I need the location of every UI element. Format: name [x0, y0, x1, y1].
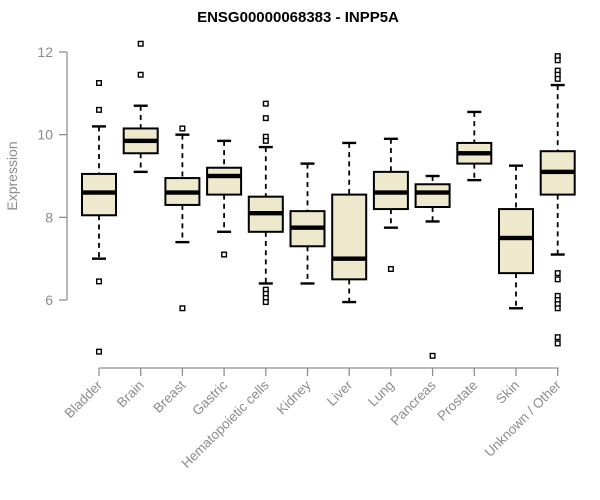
median-line — [457, 151, 492, 156]
chart-title: ENSG00000068383 - INPP5A — [197, 9, 399, 26]
x-category-label: Breast — [150, 377, 188, 415]
boxplot-liver — [331, 141, 368, 304]
boxplot-prostate — [456, 110, 493, 182]
outlier-point — [429, 352, 436, 359]
outlier-point — [554, 334, 561, 341]
iqr-box — [331, 193, 368, 281]
boxplot-skin — [498, 164, 534, 310]
median-line — [290, 225, 325, 230]
boxplot-lung — [372, 137, 409, 273]
outlier-point — [262, 137, 269, 144]
iqr-box — [498, 208, 534, 275]
outlier-point — [387, 266, 394, 273]
outlier-point — [137, 71, 144, 78]
boxplot-hematopoietic-cells — [247, 100, 284, 306]
y-tick-label: 12 — [37, 44, 53, 60]
boxplot-brain — [122, 40, 159, 174]
x-category-label: Gastric — [189, 377, 230, 418]
x-category-label: Unknown / Other — [482, 377, 565, 460]
boxplot-breast — [164, 125, 201, 312]
outlier-point — [262, 100, 269, 107]
outlier-point — [95, 348, 102, 355]
boxplot-unknown-other — [539, 53, 576, 347]
outlier-point — [95, 278, 102, 285]
y-tick-label: 6 — [45, 292, 53, 308]
median-line — [165, 190, 200, 195]
median-line — [82, 190, 116, 195]
x-category-label: Kidney — [274, 377, 314, 417]
outlier-point — [221, 251, 228, 258]
median-line — [207, 173, 242, 179]
outlier-point — [554, 276, 561, 283]
iqr-box — [414, 183, 451, 208]
plot-area — [81, 40, 576, 359]
y-axis-label: Expression — [4, 141, 20, 210]
x-category-label: Skin — [493, 378, 522, 407]
outlier-point — [554, 270, 561, 277]
x-category-label: Bladder — [62, 377, 106, 421]
outlier-point — [262, 299, 269, 306]
y-tick-label: 10 — [37, 127, 53, 143]
median-line — [415, 190, 450, 195]
outlier-point — [179, 125, 186, 132]
median-line — [248, 211, 283, 216]
boxplot-gastric — [206, 139, 243, 258]
x-category-label: Pancreas — [388, 377, 439, 428]
outlier-point — [179, 305, 186, 312]
outlier-point — [554, 305, 561, 312]
median-line — [332, 256, 367, 261]
median-line — [373, 190, 408, 195]
boxplot-pancreas — [414, 174, 451, 359]
outlier-point — [262, 115, 269, 122]
outlier-point — [554, 57, 561, 64]
outlier-point — [137, 40, 144, 47]
outlier-point — [95, 106, 102, 113]
median-line — [499, 235, 533, 241]
boxplot-bladder — [81, 79, 117, 355]
outlier-point — [95, 79, 102, 86]
iqr-box — [206, 166, 243, 196]
y-tick-label: 8 — [45, 209, 53, 225]
median-line — [123, 138, 158, 144]
median-line — [540, 169, 575, 175]
x-category-label: Brain — [114, 378, 147, 411]
x-category-label: Prostate — [434, 378, 480, 424]
outlier-point — [554, 340, 561, 347]
x-category-label: Lung — [365, 378, 397, 410]
x-category-label: Liver — [324, 377, 356, 409]
boxplot-kidney — [289, 162, 326, 285]
outlier-point — [554, 75, 561, 82]
